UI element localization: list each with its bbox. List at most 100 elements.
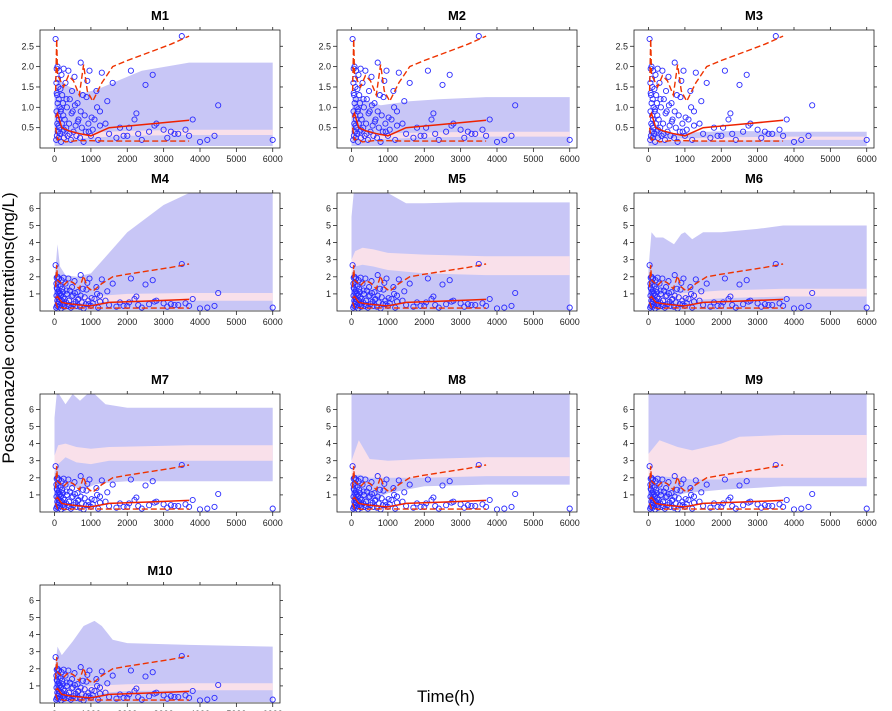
y-tick-label: 5 [326, 220, 331, 230]
observed-point [142, 81, 149, 88]
y-tick-label: 5 [29, 612, 34, 622]
observed-point [98, 668, 105, 675]
x-tick-label: 5000 [820, 317, 840, 327]
observed-point [698, 288, 705, 295]
y-tick-label: 0.5 [318, 123, 331, 133]
observed-point [81, 686, 88, 693]
x-tick-label: 4000 [190, 317, 210, 327]
observed-point [382, 128, 389, 135]
observed-point [680, 476, 687, 483]
observed-point [690, 108, 698, 115]
observed-point [113, 695, 120, 702]
observed-point [651, 85, 658, 93]
observed-point [380, 94, 387, 101]
observed-point [657, 104, 664, 111]
observed-point [401, 489, 408, 496]
observed-point [353, 491, 360, 498]
observed-point [67, 136, 74, 143]
observed-point [215, 681, 222, 689]
y-tick-label: 2.0 [21, 62, 34, 72]
panel-title: M2 [448, 8, 466, 23]
observed-point [646, 463, 653, 470]
observed-point [486, 116, 493, 123]
observed-point [707, 303, 714, 310]
observed-point [432, 130, 439, 137]
observed-point [662, 284, 670, 291]
observed-5th-percentile-line [54, 127, 190, 143]
y-tick-label: 4 [29, 238, 34, 248]
observed-point [707, 134, 714, 141]
observed-95th-percentile-line [351, 464, 487, 494]
y-tick-label: 3 [326, 255, 331, 265]
panel-title: M1 [151, 8, 169, 23]
observed-point [707, 504, 714, 511]
observed-point [677, 286, 684, 293]
observed-point [133, 685, 140, 692]
observed-point [94, 682, 101, 689]
panel-m6: M6 0 1000 2000 3000 4000 5000 6000 1 2 3 4 5 6 [623, 171, 877, 327]
observed-point [439, 482, 446, 489]
observed-point [86, 476, 93, 483]
median-prediction-band [648, 435, 867, 480]
observed-point [360, 96, 367, 103]
observed-point [685, 295, 692, 303]
observed-point [672, 124, 679, 131]
observed-point [196, 506, 204, 512]
observed-point [670, 134, 678, 141]
observed-point [368, 490, 375, 498]
observed-point [718, 132, 725, 139]
observed-point [417, 503, 424, 510]
observed-point [88, 295, 95, 302]
observed-point [131, 116, 138, 123]
x-tick-label: 5000 [226, 709, 246, 711]
observed-point [126, 124, 133, 131]
observed-point [776, 501, 783, 508]
y-tick-label: 1 [623, 490, 628, 500]
observed-point [178, 461, 185, 469]
y-tick-label: 1 [29, 490, 34, 500]
observed-point [501, 505, 508, 512]
observed-point [486, 496, 493, 504]
observed-point [356, 92, 363, 99]
observed-point [512, 289, 519, 297]
observed-point [104, 288, 111, 295]
x-tick-label: 6000 [263, 518, 283, 528]
observed-point [809, 102, 816, 109]
observed-point [375, 124, 382, 131]
median-prediction-band [351, 440, 570, 478]
y-tick-label: 6 [326, 203, 331, 213]
observed-median-line [649, 496, 784, 508]
observed-point [732, 136, 739, 143]
observed-point [758, 134, 765, 141]
observed-point [106, 130, 113, 137]
observed-point [167, 128, 174, 135]
x-tick-label: 6000 [857, 518, 877, 528]
x-tick-label: 3000 [154, 317, 174, 327]
panel-m3: M3 0 1000 2000 3000 4000 5000 6000 0.5 1.0 1.5 2.0 2… [615, 8, 877, 164]
observed-point [443, 128, 450, 135]
observed-point [52, 262, 59, 269]
observed-point [660, 120, 667, 127]
observed-point [698, 489, 705, 496]
observed-point [374, 292, 381, 299]
observed-point [430, 293, 437, 300]
observed-point [650, 290, 657, 297]
observed-point [71, 681, 78, 689]
observed-point [77, 664, 84, 671]
observed-point [120, 132, 127, 139]
observed-point [392, 136, 399, 143]
observed-point [98, 276, 105, 283]
observed-95th-percentile-line [54, 464, 190, 494]
y-tick-label: 0.5 [615, 123, 628, 133]
observed-point [56, 682, 63, 689]
median-prediction-band [54, 443, 273, 473]
observed-point [167, 502, 174, 509]
observed-point [138, 136, 145, 143]
observed-point [94, 290, 101, 297]
observed-point [204, 505, 211, 512]
observed-point [74, 289, 81, 296]
observed-point [668, 497, 675, 504]
observed-point [269, 696, 276, 703]
observed-point [86, 667, 93, 674]
x-tick-label: 3000 [451, 154, 471, 164]
